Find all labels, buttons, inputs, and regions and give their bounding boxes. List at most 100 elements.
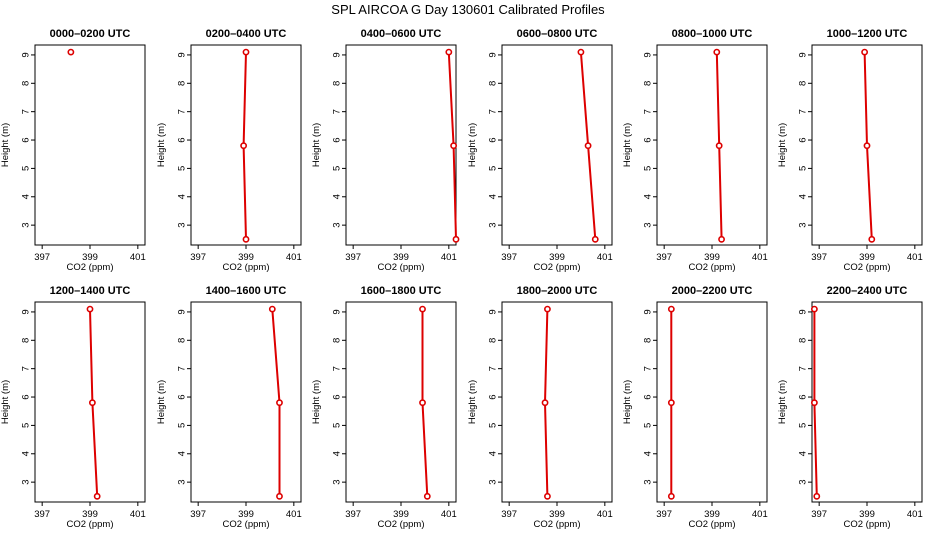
x-tick-label: 399 (704, 509, 720, 520)
y-tick-label: 8 (332, 338, 343, 343)
y-tick-label: 3 (21, 222, 32, 227)
y-tick-label: 4 (332, 194, 343, 199)
y-axis-label: Height (m) (156, 380, 167, 424)
x-axis-label: CO2 (ppm) (67, 262, 114, 273)
y-axis-label: Height (m) (622, 123, 633, 167)
y-tick-label: 3 (643, 479, 654, 484)
plot-frame (501, 301, 613, 503)
y-tick-label: 3 (643, 222, 654, 227)
panel-6: 1200–1400 UTC 397 399 401 3 4 5 6 7 8 9 CO2 (ppm) He… (0, 285, 146, 530)
y-tick-label: 6 (332, 394, 343, 399)
y-tick-label: 6 (643, 137, 654, 142)
panel-title: 0800–1000 UTC (672, 28, 753, 40)
y-tick-label: 9 (332, 309, 343, 314)
x-tick-label: 397 (656, 509, 672, 520)
y-tick-label: 5 (177, 423, 188, 428)
y-tick-label: 3 (332, 479, 343, 484)
x-axis-label: CO2 (ppm) (223, 519, 270, 530)
y-tick-label: 5 (21, 166, 32, 171)
x-tick-label: 399 (549, 252, 565, 263)
plot-frame (34, 44, 146, 246)
data-point (276, 399, 283, 407)
y-tick-label: 5 (332, 423, 343, 428)
data-point (863, 142, 871, 150)
panel-title: 1600–1800 UTC (361, 285, 442, 297)
y-tick-label: 9 (488, 52, 499, 57)
data-point (423, 492, 431, 500)
y-tick-label: 8 (643, 81, 654, 86)
x-axis-label: CO2 (ppm) (223, 262, 270, 273)
y-tick-label: 3 (21, 479, 32, 484)
x-axis-label: CO2 (ppm) (378, 519, 425, 530)
panel-0: 0000–0200 UTC 397 399 401 3 4 5 6 7 8 9 CO2 (ppm) He… (0, 28, 146, 273)
y-tick-label: 4 (488, 451, 499, 456)
y-tick-label: 5 (488, 166, 499, 171)
x-tick-label: 397 (501, 252, 517, 263)
y-tick-label: 7 (798, 109, 809, 114)
y-tick-label: 7 (332, 366, 343, 371)
panel-title: 0000–0200 UTC (50, 28, 131, 40)
y-tick-label: 5 (798, 166, 809, 171)
y-tick-label: 8 (177, 338, 188, 343)
y-tick-label: 4 (643, 451, 654, 456)
x-tick-label: 399 (238, 252, 254, 263)
y-axis-label: Height (m) (622, 380, 633, 424)
y-tick-label: 7 (332, 109, 343, 114)
x-tick-label: 401 (441, 509, 457, 520)
y-tick-label: 4 (177, 451, 188, 456)
data-point (715, 142, 723, 150)
data-point (718, 235, 725, 243)
data-point (584, 142, 592, 150)
y-tick-label: 5 (332, 166, 343, 171)
y-tick-label: 8 (798, 338, 809, 343)
x-axis-label: CO2 (ppm) (844, 262, 891, 273)
y-tick-label: 5 (643, 166, 654, 171)
y-tick-label: 9 (488, 309, 499, 314)
data-point (667, 399, 675, 407)
x-tick-label: 401 (907, 252, 923, 263)
x-axis-label: CO2 (ppm) (534, 262, 581, 273)
x-tick-label: 397 (34, 252, 50, 263)
y-tick-label: 9 (643, 52, 654, 57)
y-tick-label: 4 (21, 194, 32, 199)
y-tick-label: 7 (21, 366, 32, 371)
panel-title: 2200–2400 UTC (827, 285, 908, 297)
data-point (88, 399, 96, 407)
data-point (419, 399, 426, 407)
y-tick-label: 8 (21, 81, 32, 86)
y-tick-label: 3 (488, 479, 499, 484)
panel-title: 1200–1400 UTC (50, 285, 131, 297)
x-tick-label: 401 (597, 252, 613, 263)
panel-title: 1400–1600 UTC (206, 285, 287, 297)
y-axis-label: Height (m) (777, 123, 788, 167)
data-point (67, 48, 75, 56)
x-tick-label: 401 (441, 252, 457, 263)
data-point (419, 305, 426, 313)
y-axis-label: Height (m) (0, 380, 11, 424)
y-tick-label: 3 (798, 479, 809, 484)
y-tick-label: 9 (798, 52, 809, 57)
x-axis-label: CO2 (ppm) (534, 519, 581, 530)
x-tick-label: 401 (286, 252, 302, 263)
panel-7: 1400–1600 UTC 397 399 401 3 4 5 6 7 8 9 CO2 (ppm) He… (156, 285, 302, 530)
plot-frame (345, 301, 457, 503)
y-tick-label: 6 (21, 137, 32, 142)
y-tick-label: 3 (798, 222, 809, 227)
panel-1: 0200–0400 UTC 397 399 401 3 4 5 6 7 8 9 CO2 (ppm) He… (156, 28, 302, 273)
x-axis-label: CO2 (ppm) (689, 262, 736, 273)
y-tick-label: 8 (488, 81, 499, 86)
y-tick-label: 3 (488, 222, 499, 227)
y-axis-label: Height (m) (467, 380, 478, 424)
data-point (591, 235, 599, 243)
data-point (861, 48, 869, 56)
x-axis-label: CO2 (ppm) (378, 262, 425, 273)
y-axis-label: Height (m) (311, 123, 322, 167)
y-axis-label: Height (m) (0, 123, 11, 167)
y-tick-label: 7 (798, 366, 809, 371)
x-axis-label: CO2 (ppm) (844, 519, 891, 530)
x-tick-label: 397 (34, 509, 50, 520)
x-tick-label: 397 (811, 252, 827, 263)
data-point (667, 492, 675, 500)
x-tick-label: 399 (82, 252, 98, 263)
